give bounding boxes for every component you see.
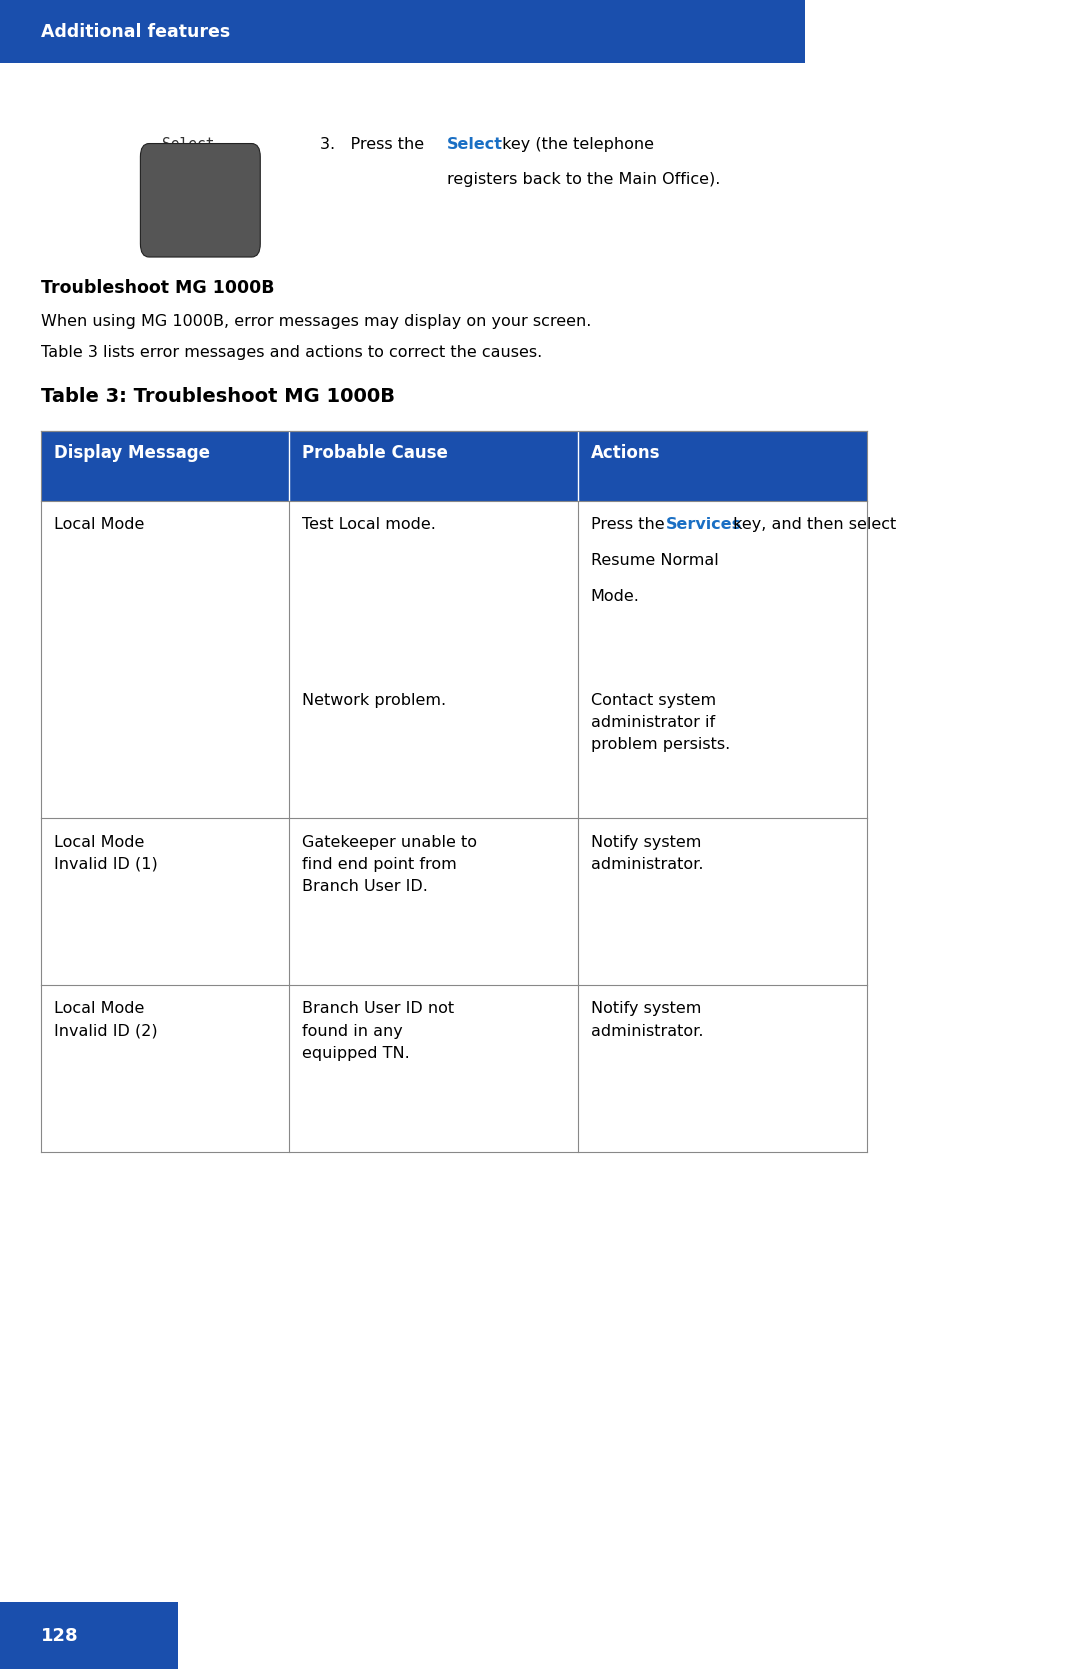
Text: 128: 128: [41, 1627, 79, 1644]
Text: When using MG 1000B, error messages may display on your screen.: When using MG 1000B, error messages may …: [41, 314, 592, 329]
Text: Table 3: Troubleshoot MG 1000B: Table 3: Troubleshoot MG 1000B: [41, 387, 395, 406]
Text: Probable Cause: Probable Cause: [302, 444, 448, 462]
Text: Services: Services: [666, 517, 742, 532]
FancyBboxPatch shape: [41, 501, 867, 818]
FancyBboxPatch shape: [140, 144, 260, 257]
Text: Local Mode: Local Mode: [54, 517, 145, 532]
FancyBboxPatch shape: [0, 1602, 178, 1669]
Text: Local Mode
Invalid ID (1): Local Mode Invalid ID (1): [54, 834, 158, 871]
Text: Local Mode
Invalid ID (2): Local Mode Invalid ID (2): [54, 1001, 158, 1038]
Text: Resume Normal: Resume Normal: [591, 554, 718, 567]
Text: 3.   Press the: 3. Press the: [320, 137, 429, 152]
FancyBboxPatch shape: [41, 818, 867, 985]
Text: Select: Select: [447, 137, 503, 152]
FancyBboxPatch shape: [41, 985, 867, 1152]
Text: Branch User ID not
found in any
equipped TN.: Branch User ID not found in any equipped…: [302, 1001, 455, 1061]
Text: Press the: Press the: [591, 517, 670, 532]
Text: Contact system
administrator if
problem persists.: Contact system administrator if problem …: [591, 693, 730, 753]
Text: Display Message: Display Message: [54, 444, 210, 462]
FancyBboxPatch shape: [0, 0, 805, 63]
Text: Notify system
administrator.: Notify system administrator.: [591, 1001, 703, 1038]
Text: Mode.: Mode.: [591, 589, 639, 604]
FancyBboxPatch shape: [41, 431, 867, 501]
Text: Notify system
administrator.: Notify system administrator.: [591, 834, 703, 871]
Text: Network problem.: Network problem.: [302, 693, 446, 708]
Text: Additional features: Additional features: [41, 23, 230, 40]
Text: Troubleshoot MG 1000B: Troubleshoot MG 1000B: [41, 279, 274, 297]
Text: Select.: Select.: [162, 137, 224, 152]
Text: key, and then select: key, and then select: [728, 517, 896, 532]
Text: registers back to the Main Office).: registers back to the Main Office).: [447, 172, 720, 187]
Text: Gatekeeper unable to
find end point from
Branch User ID.: Gatekeeper unable to find end point from…: [302, 834, 477, 895]
Text: Table 3 lists error messages and actions to correct the causes.: Table 3 lists error messages and actions…: [41, 345, 542, 361]
Text: Actions: Actions: [591, 444, 660, 462]
Text: Test Local mode.: Test Local mode.: [302, 517, 436, 532]
Text: key (the telephone: key (the telephone: [497, 137, 653, 152]
